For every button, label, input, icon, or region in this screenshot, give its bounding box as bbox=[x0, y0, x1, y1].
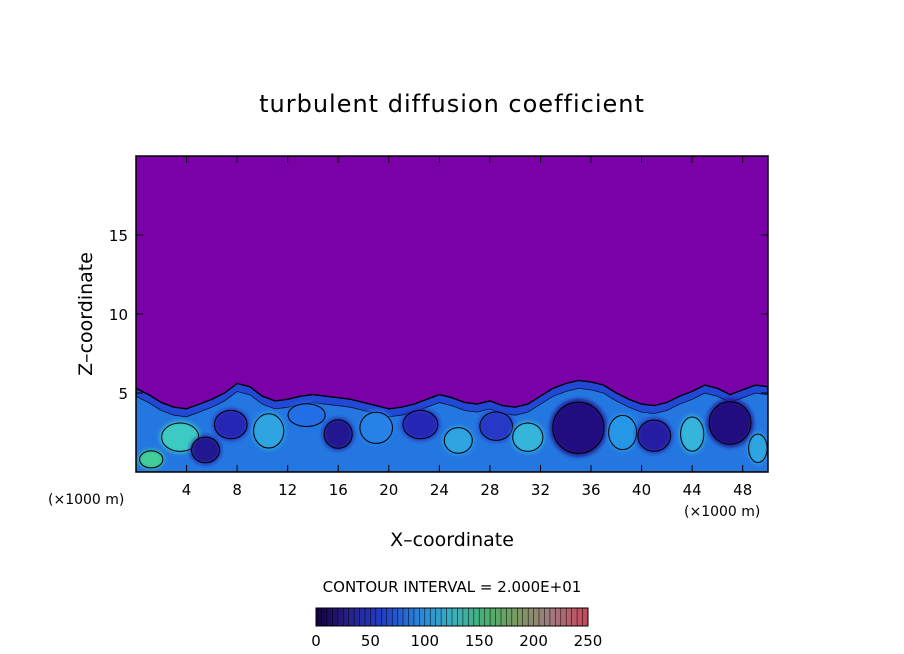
eddy-region-11 bbox=[511, 421, 545, 454]
x-tick-label-32: 32 bbox=[531, 481, 550, 499]
eddy-contour-1 bbox=[139, 450, 164, 469]
eddy-contour-6 bbox=[323, 419, 353, 449]
eddy-contour-14 bbox=[637, 419, 672, 452]
eddy-group bbox=[138, 399, 768, 469]
eddy-contour-15 bbox=[680, 416, 705, 452]
eddy-region-17 bbox=[747, 432, 768, 465]
eddy-contour-4 bbox=[253, 413, 285, 449]
chart-title: turbulent diffusion coefficient bbox=[259, 90, 645, 118]
eddy-region-12 bbox=[550, 399, 607, 457]
plot-area bbox=[135, 155, 769, 473]
turbulent-layer-inner-contour bbox=[136, 387, 768, 472]
eddy-contour-16 bbox=[708, 401, 752, 445]
x-tick-label-20: 20 bbox=[379, 481, 398, 499]
x-tick-label-28: 28 bbox=[480, 481, 499, 499]
x-tick-label-40: 40 bbox=[632, 481, 651, 499]
eddy-region-13 bbox=[607, 413, 638, 452]
eddy-contour-7 bbox=[359, 411, 394, 444]
eddy-contour-2 bbox=[191, 436, 220, 464]
x-tick-label-16: 16 bbox=[329, 481, 348, 499]
colorbar-contour-lines bbox=[321, 608, 583, 626]
eddy-region-10 bbox=[478, 410, 514, 443]
eddy-region-7 bbox=[358, 410, 394, 446]
x-tick-label-44: 44 bbox=[683, 481, 702, 499]
x-tick-label-48: 48 bbox=[733, 481, 752, 499]
colorbar-tick-label-100: 100 bbox=[410, 632, 439, 650]
eddy-region-8 bbox=[401, 408, 440, 441]
y-tick-label-5: 5 bbox=[118, 385, 128, 403]
x-tick-label-12: 12 bbox=[278, 481, 297, 499]
colorbar-tick-label-200: 200 bbox=[519, 632, 548, 650]
y-axis-label: Z–coordinate bbox=[75, 252, 97, 376]
colorbar: 0 50 100 150 200 250 bbox=[311, 607, 602, 650]
eddy-contour-17 bbox=[748, 433, 768, 463]
eddy-region-5 bbox=[286, 402, 327, 428]
eddy-region-4 bbox=[252, 411, 286, 450]
eddy-contour-5 bbox=[287, 403, 326, 428]
contour-interval-label: CONTOUR INTERVAL = 2.000E+01 bbox=[323, 578, 582, 596]
eddy-contour-13 bbox=[608, 414, 638, 451]
eddy-contour-8 bbox=[402, 409, 439, 440]
x-tick-label-36: 36 bbox=[581, 481, 600, 499]
eddy-contour-11 bbox=[512, 422, 544, 452]
turbulent-layer-contour bbox=[136, 379, 768, 472]
x-tick-label-8: 8 bbox=[232, 481, 242, 499]
x-tick-label-4: 4 bbox=[182, 481, 192, 499]
colorbar-tick-label-50: 50 bbox=[361, 632, 380, 650]
eddy-contour-10 bbox=[479, 411, 514, 441]
colorbar-tick-label-250: 250 bbox=[574, 632, 603, 650]
eddy-region-3 bbox=[213, 408, 249, 441]
y-tick-label-15: 15 bbox=[109, 227, 128, 245]
eddy-region-1 bbox=[138, 449, 164, 469]
eddy-contour-9 bbox=[443, 427, 473, 454]
x-tick-label-24: 24 bbox=[430, 481, 449, 499]
eddy-region-14 bbox=[636, 418, 672, 454]
eddy-contour-3 bbox=[214, 409, 248, 440]
colorbar-tick-label-150: 150 bbox=[465, 632, 494, 650]
eddy-region-9 bbox=[443, 426, 474, 455]
colorbar-tick-labels: 0 50 100 150 200 250 bbox=[311, 632, 602, 650]
eddy-region-0 bbox=[160, 421, 201, 454]
y-axis-ticks: 5 10 15 bbox=[109, 227, 768, 403]
eddy-region-16 bbox=[707, 399, 753, 447]
eddy-region-2 bbox=[190, 435, 221, 465]
colorbar-tick-label-0: 0 bbox=[311, 632, 321, 650]
eddy-region-6 bbox=[323, 418, 354, 450]
y-tick-label-10: 10 bbox=[109, 306, 128, 324]
x-axis-ticks: 4 8 12 16 20 24 28 32 36 40 44 48 bbox=[182, 156, 752, 499]
eddy-contour-12 bbox=[552, 401, 605, 454]
x-unit-label-right: (×1000 m) bbox=[684, 504, 760, 520]
eddy-region-15 bbox=[679, 415, 705, 454]
x-axis-label: X–coordinate bbox=[390, 529, 514, 551]
x-unit-label-left: (×1000 m) bbox=[48, 492, 124, 508]
